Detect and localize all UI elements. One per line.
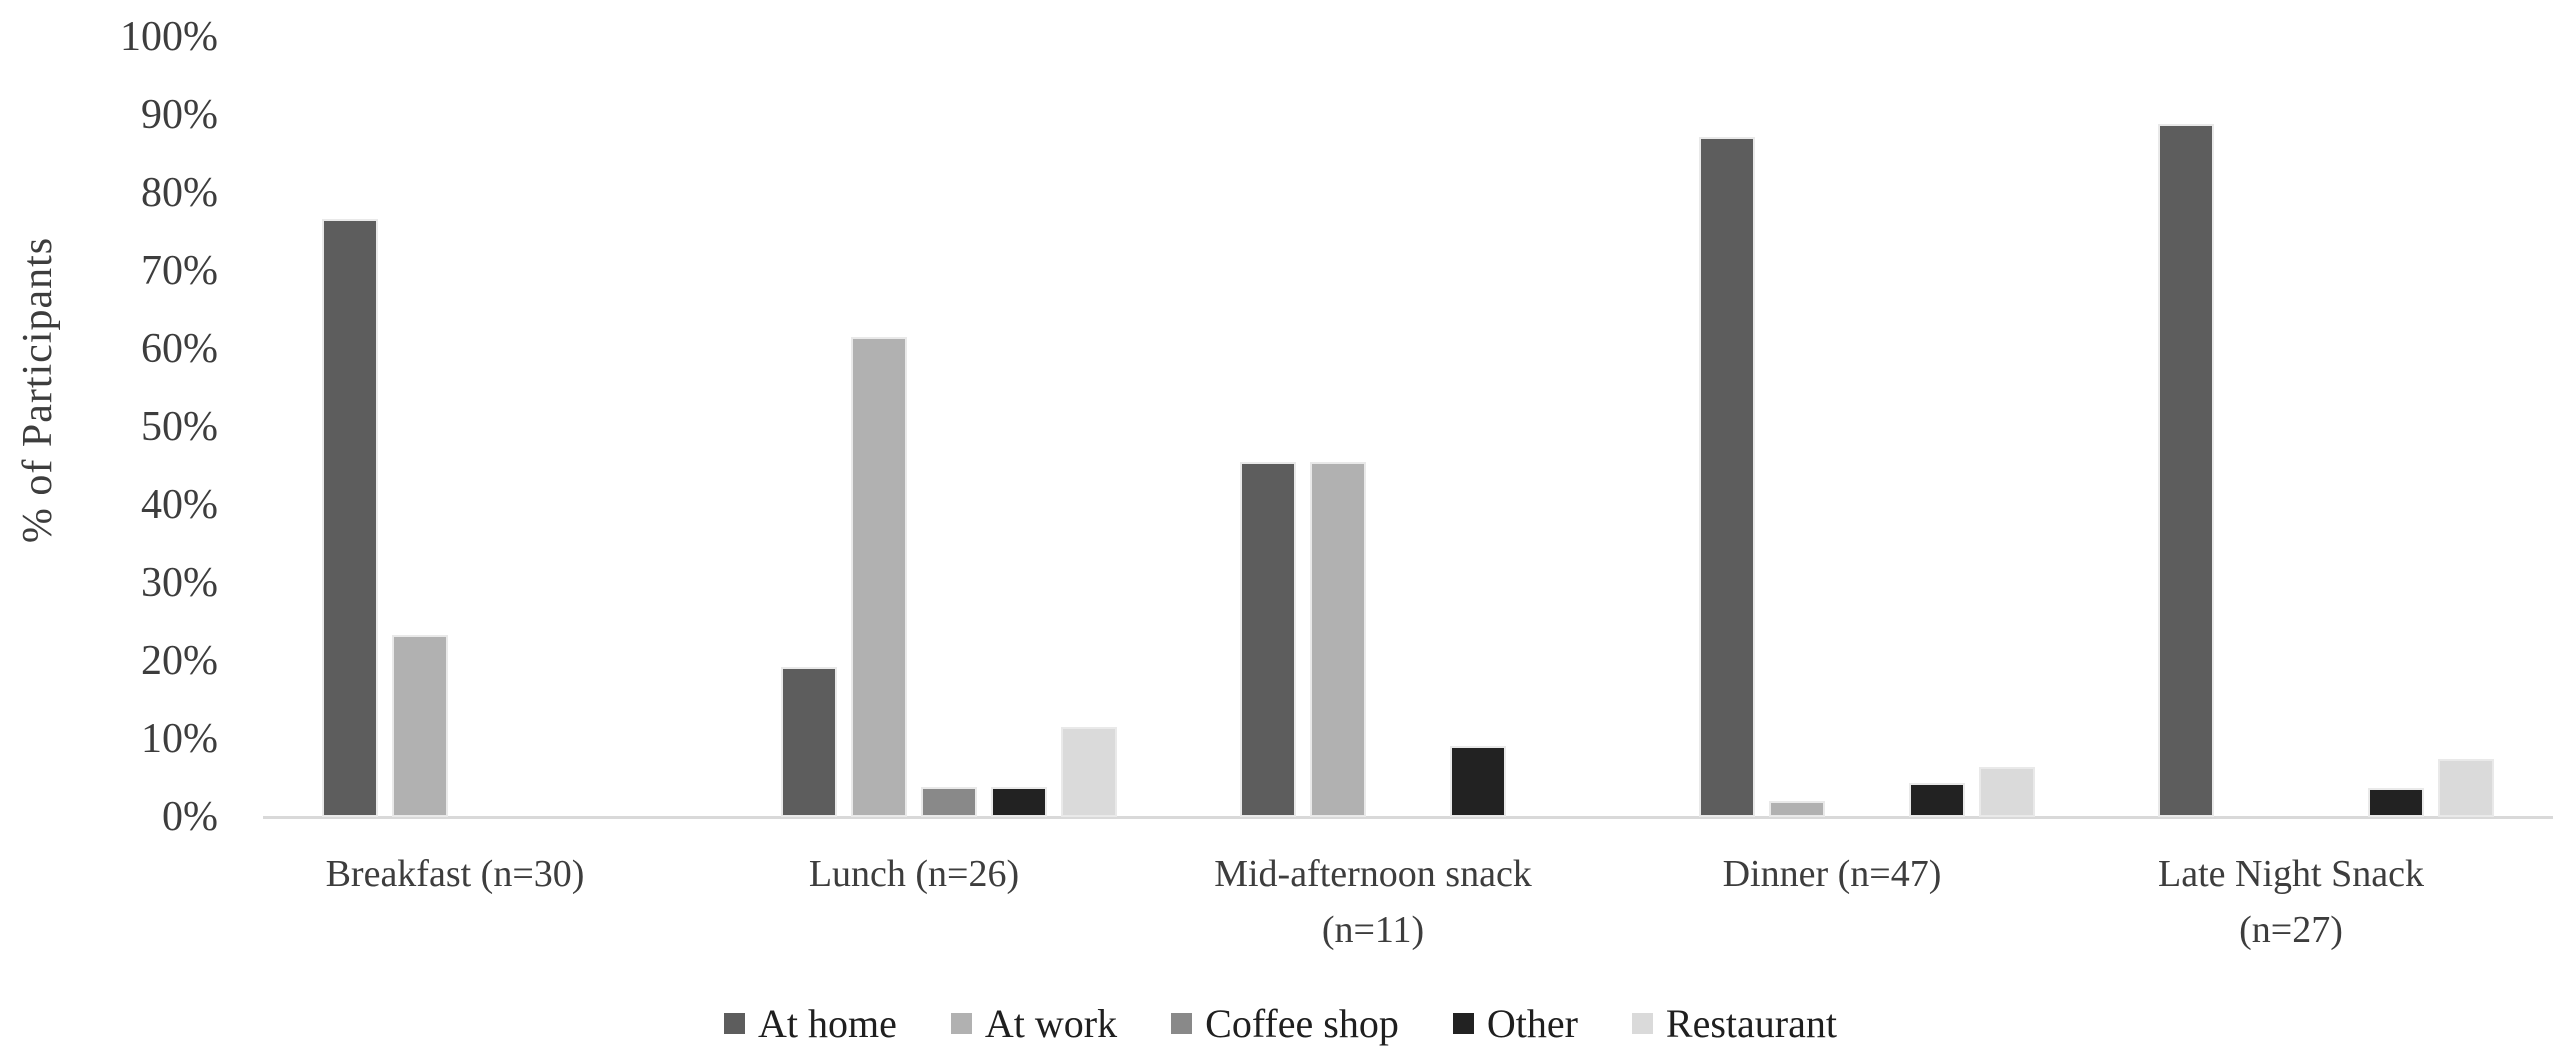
bar-restaurant: [2438, 759, 2494, 817]
y-tick-label: 0%: [162, 794, 218, 840]
y-tick-label: 100%: [120, 14, 218, 60]
x-axis-label-line: Mid-afternoon snack: [1214, 853, 1532, 895]
legend-swatch-icon: [724, 1013, 746, 1034]
bar-at-home: [1699, 137, 1755, 817]
legend-label: Coffee shop: [1205, 1001, 1399, 1046]
bar-at-work: [1769, 801, 1825, 817]
legend-swatch-icon: [1171, 1013, 1193, 1034]
y-tick-label: 90%: [141, 92, 218, 138]
legend-item-at-work: At work: [950, 1000, 1118, 1047]
y-tick-label: 50%: [141, 404, 218, 450]
bar-at-work: [851, 337, 907, 817]
legend-item-at-home: At home: [724, 1000, 897, 1047]
x-axis-label-line: (n=11): [1321, 909, 1425, 951]
x-axis-label-line: Dinner (n=47): [1722, 853, 1942, 895]
x-axis-label: Late Night Snack (n=27): [2061, 846, 2521, 958]
x-axis-label: Dinner (n=47): [1602, 846, 2062, 902]
bar-other: [991, 787, 1047, 817]
x-axis-label: Mid-afternoon snack (n=11): [1143, 846, 1603, 958]
legend-swatch-icon: [950, 1013, 972, 1034]
bar-at-home: [322, 219, 378, 817]
legend: At home At work Coffee shop Other Restaurant: [0, 1000, 2561, 1047]
bar-restaurant: [1061, 727, 1117, 817]
bar-at-work: [392, 635, 448, 817]
bar-other: [2368, 788, 2424, 817]
bar-at-work: [1310, 462, 1366, 817]
x-axis-label-line: Late Night Snack: [2158, 853, 2424, 895]
y-tick-label: 70%: [141, 248, 218, 294]
y-tick-label: 40%: [141, 482, 218, 528]
legend-label: At work: [984, 1001, 1118, 1046]
bar-other: [1909, 783, 1965, 817]
legend-item-restaurant: Restaurant: [1631, 1000, 1837, 1047]
x-axis-label: Breakfast (n=30): [225, 846, 685, 902]
y-tick-label: 10%: [141, 716, 218, 762]
y-tick-label: 20%: [141, 638, 218, 684]
legend-label: Restaurant: [1665, 1001, 1837, 1046]
bar-at-home: [1240, 462, 1296, 817]
x-axis-label: Lunch (n=26): [684, 846, 1144, 902]
bar-restaurant: [1979, 767, 2035, 817]
bar-other: [1450, 746, 1506, 817]
x-axis-label-line: Breakfast (n=30): [325, 853, 585, 895]
bar-at-home: [2158, 124, 2214, 817]
bar-at-home: [781, 667, 837, 817]
y-tick-label: 80%: [141, 170, 218, 216]
legend-label: Other: [1486, 1001, 1578, 1046]
x-axis-label-line: Lunch (n=26): [808, 853, 1020, 895]
legend-swatch-icon: [1452, 1013, 1474, 1034]
legend-item-coffee-shop: Coffee shop: [1171, 1000, 1399, 1047]
legend-label: At home: [758, 1001, 897, 1046]
legend-swatch-icon: [1631, 1013, 1653, 1034]
legend-item-other: Other: [1452, 1000, 1578, 1047]
x-axis-line: [263, 816, 2553, 819]
y-tick-label: 30%: [141, 560, 218, 606]
x-axis-label-line: (n=27): [2239, 909, 2343, 951]
y-tick-label: 60%: [141, 326, 218, 372]
bar-coffee-shop: [921, 787, 977, 817]
